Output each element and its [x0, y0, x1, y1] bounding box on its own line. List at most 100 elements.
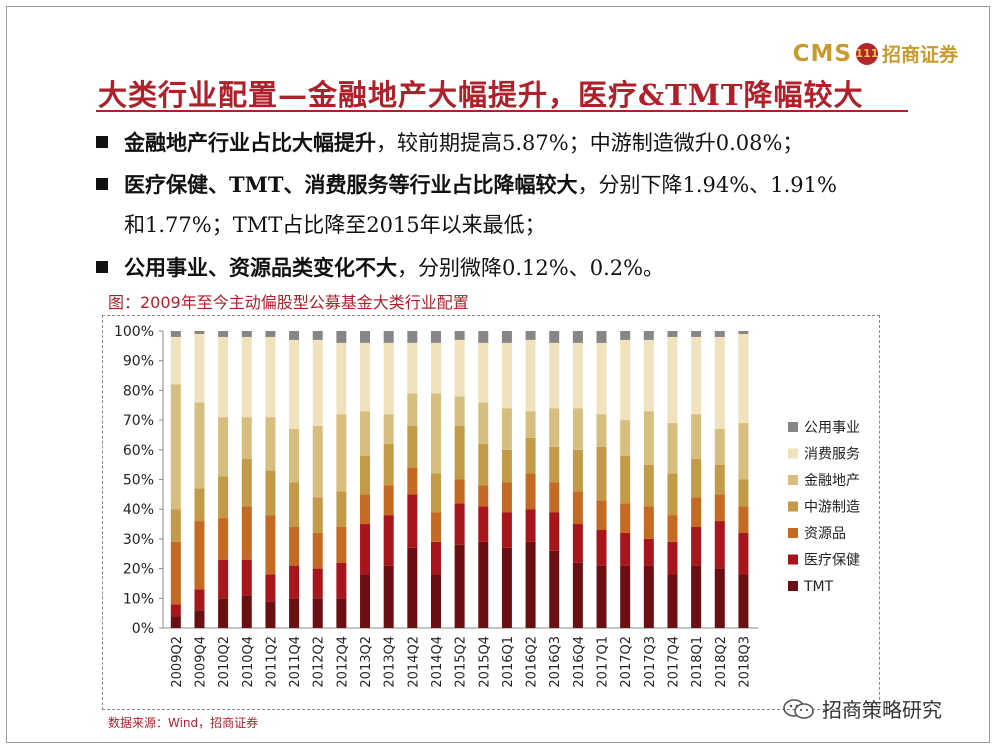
x-tick-label: 2017Q3: [643, 636, 658, 688]
bullet-text: ，分别下降1.94%、1.91%: [577, 173, 837, 197]
bar-segment: [360, 455, 371, 495]
bar-segment: [738, 333, 749, 424]
legend-swatch: [788, 448, 798, 459]
bar-segment: [525, 473, 536, 510]
bar-segment: [478, 443, 489, 486]
bar-segment: [241, 336, 252, 418]
bar-segment: [336, 562, 347, 599]
bullet-continuation: 和1.77%；TMT占比降至2015年以来最低；: [124, 209, 546, 239]
logo-name: 招商证券: [881, 44, 958, 66]
bar-segment: [170, 509, 181, 542]
x-tick-label: 2010Q4: [241, 636, 256, 688]
bar-segment: [667, 336, 678, 424]
bar-segment: [218, 476, 229, 519]
bullet-text: ，分别微降0.12%、0.2%。: [397, 256, 665, 280]
bar-segment: [218, 559, 229, 599]
bar-segment: [312, 568, 323, 599]
x-tick-label: 2018Q2: [714, 636, 729, 688]
bar-segment: [478, 485, 489, 507]
bar-segment: [667, 423, 678, 474]
y-tick-label: 100%: [114, 324, 154, 340]
x-tick-label: 2013Q2: [359, 636, 374, 688]
bar-segment: [265, 574, 276, 602]
bullet-square-icon: [96, 261, 108, 273]
bar-segment: [572, 524, 583, 563]
bar-segment: [620, 331, 631, 340]
wechat-icon: [782, 698, 816, 720]
bar-segment: [714, 464, 725, 495]
y-tick-label: 90%: [123, 354, 154, 370]
x-tick-label: 2016Q4: [572, 636, 587, 688]
bar-segment: [265, 331, 276, 337]
y-tick-label: 50%: [123, 473, 154, 489]
bar-segment: [430, 331, 441, 343]
bar-segment: [596, 565, 607, 628]
bar-segment: [572, 562, 583, 628]
bar-segment: [336, 491, 347, 528]
y-tick-label: 80%: [123, 383, 154, 399]
bar-segment: [454, 396, 465, 427]
bar-segment: [525, 541, 536, 628]
bar-segment: [194, 521, 205, 590]
bar-segment: [241, 331, 252, 337]
bar-segment: [620, 503, 631, 533]
bar-segment: [738, 532, 749, 575]
bar-segment: [289, 565, 300, 599]
watermark: 招商策略研究: [782, 694, 942, 723]
bar-segment: [430, 541, 441, 575]
bar-segment: [454, 331, 465, 340]
bar-segment: [360, 342, 371, 412]
bar-segment: [738, 574, 749, 628]
bar-segment: [549, 550, 560, 628]
legend-label: 资源品: [804, 526, 846, 542]
bullet-text: ，较前期提高5.87%；中游制造微升0.08%；: [376, 131, 804, 155]
bar-segment: [667, 473, 678, 516]
bullet-square-icon: [96, 178, 108, 190]
x-tick-label: 2018Q1: [690, 636, 705, 688]
bar-segment: [667, 331, 678, 337]
bar-segment: [714, 336, 725, 430]
bar-segment: [289, 482, 300, 528]
bar-segment: [501, 512, 512, 548]
legend-swatch: [788, 475, 798, 485]
bar-segment: [218, 598, 229, 628]
bar-segment: [478, 541, 489, 628]
x-tick-label: 2014Q4: [430, 636, 445, 688]
bar-segment: [714, 521, 725, 569]
legend-label: 消费服务: [804, 447, 860, 463]
bar-segment: [289, 331, 300, 340]
bar-segment: [620, 455, 631, 504]
bar-segment: [430, 473, 441, 513]
x-tick-label: 2014Q2: [406, 636, 421, 688]
x-tick-label: 2011Q4: [288, 636, 303, 688]
watermark-text: 招商策略研究: [822, 698, 942, 722]
x-tick-label: 2009Q4: [193, 636, 208, 688]
bar-segment: [170, 604, 181, 617]
bar-segment: [407, 494, 418, 548]
bar-segment: [643, 331, 654, 340]
bar-segment: [454, 339, 465, 397]
bar-segment: [407, 393, 418, 427]
bar-segment: [241, 458, 252, 507]
bar-segment: [218, 518, 229, 560]
bar-segment: [265, 336, 276, 418]
bar-segment: [478, 342, 489, 403]
y-tick-label: 40%: [123, 502, 154, 518]
bar-segment: [289, 429, 300, 483]
bullet-text: 和1.77%；TMT占比降至2015年以来最低；: [124, 213, 546, 237]
bar-segment: [478, 331, 489, 343]
x-tick-label: 2017Q2: [619, 636, 634, 688]
bar-segment: [643, 565, 654, 628]
bar-segment: [218, 336, 229, 418]
bar-segment: [170, 331, 181, 337]
x-tick-label: 2015Q2: [454, 636, 469, 688]
bullet-item-3: 公用事业、资源品类变化不大，分别微降0.12%、0.2%。: [96, 252, 664, 282]
bar-segment: [714, 494, 725, 522]
bar-segment: [170, 336, 181, 385]
bar-segment: [691, 527, 702, 566]
bar-segment: [383, 485, 394, 516]
bar-segment: [738, 479, 749, 507]
bar-segment: [383, 414, 394, 444]
bar-segment: [525, 411, 536, 438]
bar-segment: [738, 423, 749, 480]
